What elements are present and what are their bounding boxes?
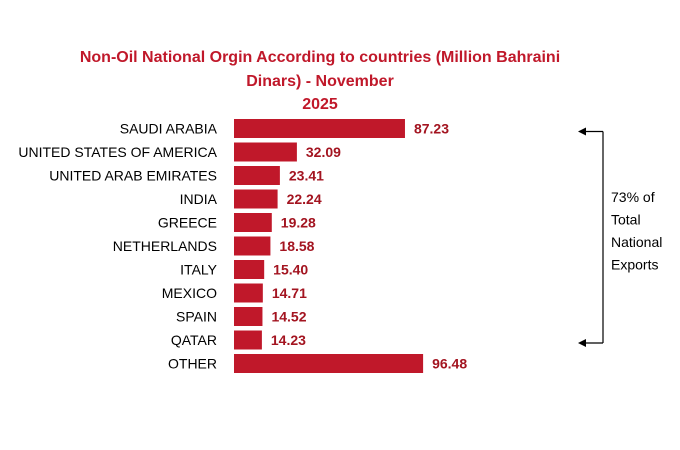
annotation-line-4: Exports — [611, 257, 658, 273]
value-label: 18.58 — [279, 238, 314, 254]
bars — [234, 119, 424, 373]
annotation-line-3: National — [611, 234, 662, 250]
bar — [234, 307, 263, 326]
bar — [234, 142, 297, 162]
category-label: NETHERLANDS — [113, 238, 217, 254]
bar — [234, 119, 405, 138]
value-label: 19.28 — [281, 215, 316, 231]
value-label: 32.09 — [306, 144, 341, 160]
annotation-text: 73% of Total National Exports — [611, 189, 662, 273]
annotation-line-1: 73% of — [611, 189, 655, 205]
annotation-line-2: Total — [611, 212, 641, 228]
bar — [234, 166, 280, 185]
category-label: SPAIN — [176, 309, 217, 325]
value-label: 15.40 — [273, 262, 308, 278]
category-label: GREECE — [158, 215, 217, 231]
value-label: 14.52 — [271, 309, 306, 325]
arrow-head-bottom — [578, 339, 586, 347]
value-label: 96.48 — [432, 356, 467, 372]
category-label: ITALY — [180, 262, 217, 278]
bar — [234, 213, 272, 232]
bar — [234, 283, 263, 303]
bar — [234, 236, 271, 256]
category-label: OTHER — [168, 356, 217, 372]
value-labels: 87.23 32.09 23.41 22.24 19.28 18.58 15.40 14.71… — [271, 121, 467, 372]
bar — [234, 260, 265, 279]
chart-title-line-1: Non-Oil National Orgin According to coun… — [79, 49, 561, 66]
value-label: 23.41 — [289, 168, 324, 184]
value-label: 22.24 — [287, 191, 322, 207]
category-labels: SAUDI ARABIA UNITED STATES OF AMERICA UNIT… — [18, 121, 217, 372]
value-label: 87.23 — [414, 121, 449, 137]
category-label: SAUDI ARABIA — [120, 121, 218, 137]
arrow-head-top — [578, 127, 586, 136]
bar — [234, 354, 424, 373]
category-label: MEXICO — [162, 285, 217, 301]
category-label: UNITED ARAB EMIRATES — [49, 168, 217, 184]
category-label: INDIA — [180, 191, 218, 207]
chart-title-line-3: 2025 — [302, 96, 338, 113]
value-label: 14.71 — [272, 285, 307, 301]
bar — [234, 330, 262, 350]
total-share-bracket — [578, 127, 604, 347]
category-label: UNITED STATES OF AMERICA — [18, 144, 217, 160]
chart-title-line-2: Dinars) - November — [246, 73, 394, 90]
bar — [234, 189, 278, 209]
value-label: 14.23 — [271, 332, 306, 348]
category-label: QATAR — [171, 332, 217, 348]
